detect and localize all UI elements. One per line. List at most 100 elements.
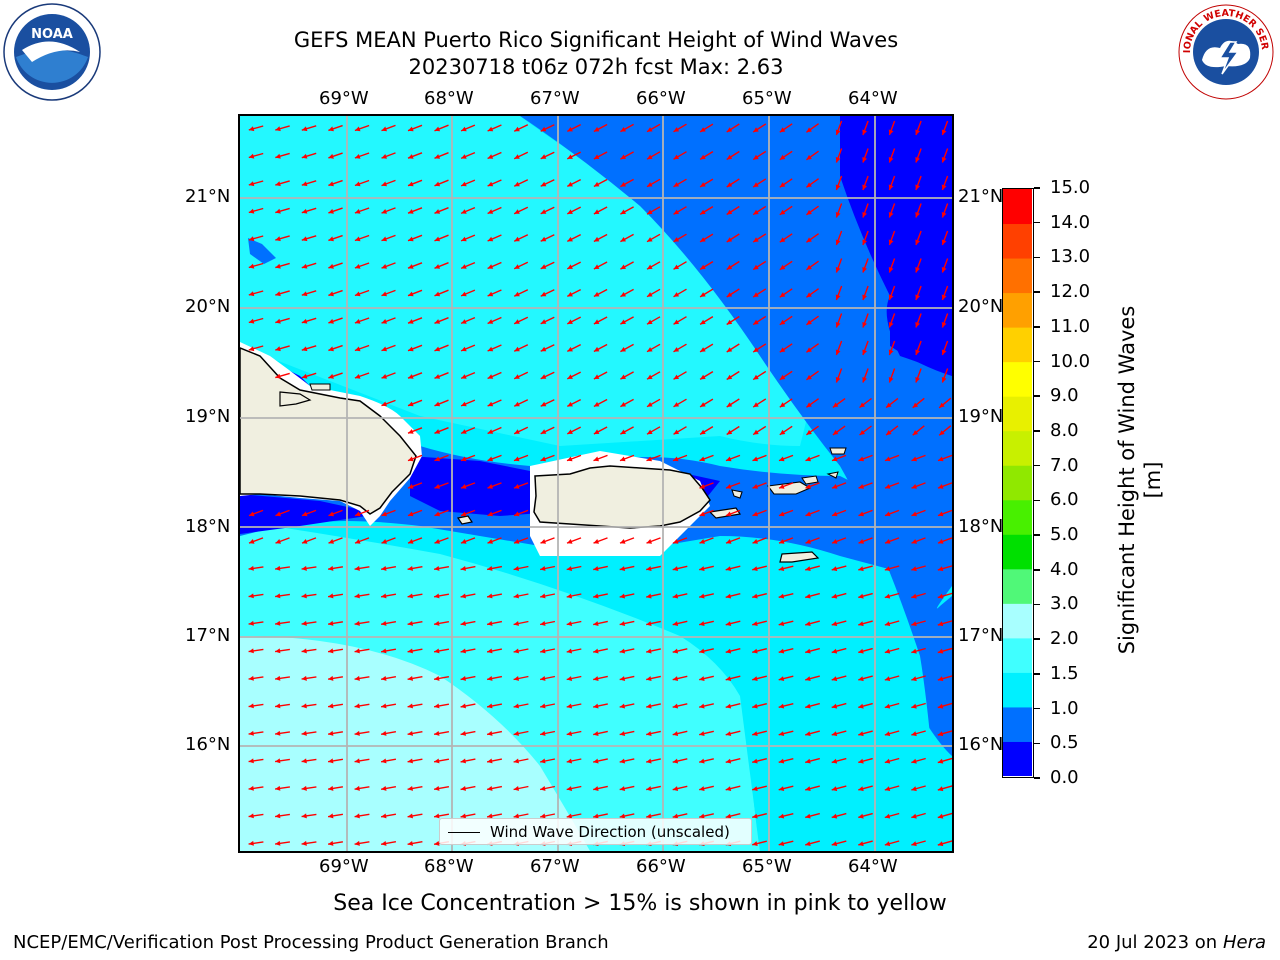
wave-direction-arrowhead	[888, 157, 894, 163]
wave-direction-arrowhead	[778, 676, 785, 681]
legend-line-swatch	[448, 832, 480, 834]
wave-direction-arrowhead	[460, 566, 466, 571]
colorbar-tick-mark	[1034, 673, 1040, 675]
wave-direction-arrowhead	[647, 292, 653, 297]
wave-direction-arrowhead	[937, 841, 944, 847]
wave-direction-arrowhead	[408, 511, 414, 517]
colorbar-tick-mark	[1034, 256, 1040, 259]
colorbar-segment	[1003, 499, 1032, 535]
wave-direction-arrowhead	[593, 539, 599, 544]
wave-direction-arrowhead	[779, 429, 786, 435]
wave-direction-arrowhead	[620, 264, 626, 270]
wave-direction-arrowhead	[937, 676, 944, 682]
wave-direction-arrowhead	[619, 731, 626, 736]
wave-direction-arrowhead	[805, 621, 811, 626]
colorbar-tick-mark	[1034, 360, 1040, 363]
wave-direction-arrowhead	[858, 648, 864, 654]
wave-direction-arrowhead	[381, 374, 387, 379]
wave-direction-arrowhead	[301, 565, 307, 571]
colorbar-segment	[1003, 258, 1032, 294]
wave-direction-arrowhead	[753, 237, 759, 243]
wave-direction-arrowhead	[328, 318, 334, 324]
wave-direction-arrowhead	[699, 758, 705, 764]
wave-direction-arrowhead	[884, 703, 891, 709]
wave-direction-arrowhead	[805, 566, 811, 571]
wave-direction-arrowhead	[699, 813, 705, 819]
wave-direction-arrowhead	[725, 621, 732, 626]
wave-direction-arrowhead	[593, 593, 599, 599]
land-tortola	[801, 475, 819, 485]
wave-direction-arrowhead	[619, 786, 626, 791]
wave-direction-arrowhead	[434, 429, 441, 434]
wave-direction-arrowhead	[805, 703, 811, 709]
chart-title: GEFS MEAN Puerto Rico Significant Height…	[293, 28, 899, 52]
wave-direction-arrowhead	[832, 402, 839, 408]
wave-direction-arrowhead	[646, 593, 652, 599]
colorbar-segment	[1003, 361, 1032, 397]
wave-direction-arrowhead	[567, 456, 573, 462]
wave-direction-arrowhead	[806, 154, 812, 160]
wave-direction-arrowhead	[248, 153, 255, 159]
wave-direction-arrowhead	[566, 648, 573, 654]
wave-direction-arrowhead	[354, 565, 360, 571]
wave-direction-arrowhead	[408, 181, 414, 187]
lon-label-top-64w: 64°W	[848, 88, 898, 109]
land-culebra	[731, 489, 743, 499]
wave-direction-arrowhead	[806, 127, 812, 133]
wave-direction-arrowhead	[619, 566, 626, 571]
wave-direction-arrowhead	[487, 291, 494, 297]
wave-direction-arrowhead	[831, 593, 838, 599]
noaa-logo-text: NOAA	[31, 27, 73, 42]
colorbar-tick-mark	[1034, 291, 1040, 293]
wave-direction-arrowhead	[806, 209, 812, 215]
wave-direction-arrowhead	[540, 731, 546, 736]
wave-direction-arrowhead	[725, 731, 732, 736]
wave-direction-arrowhead	[275, 813, 281, 819]
wave-direction-arrowhead	[752, 484, 758, 489]
wave-direction-arrowhead	[673, 292, 680, 297]
wave-direction-arrowhead	[328, 840, 334, 846]
wave-direction-arrowhead	[460, 731, 466, 736]
wave-direction-arrowhead	[700, 182, 706, 187]
wave-direction-arrowhead	[911, 648, 917, 654]
wave-direction-arrowhead	[835, 377, 841, 383]
wave-direction-arrowhead	[567, 291, 573, 297]
wave-direction-arrowhead	[831, 758, 838, 764]
wave-direction-arrowhead	[513, 703, 519, 709]
wave-direction-arrowhead	[672, 703, 679, 709]
map-panel	[238, 114, 954, 853]
wave-direction-arrowhead	[434, 813, 440, 819]
wave-direction-arrowhead	[805, 511, 811, 517]
wave-direction-arrowhead	[911, 841, 917, 847]
wave-direction-arrowhead	[514, 539, 520, 544]
wave-direction-arrowhead	[647, 127, 653, 132]
wave-direction-arrowhead	[381, 703, 387, 709]
wave-direction-arrowhead	[915, 157, 920, 163]
wave-direction-arrowhead	[858, 484, 864, 489]
wave-direction-arrowhead	[593, 566, 599, 571]
lat-label-left-20n: 20°N	[185, 296, 231, 317]
wave-direction-arrowhead	[753, 182, 759, 188]
wave-direction-arrowhead	[700, 237, 706, 242]
wave-direction-arrowhead	[567, 319, 573, 324]
wave-direction-arrowhead	[937, 813, 944, 819]
wave-direction-arrowhead	[620, 539, 626, 544]
wave-direction-arrowhead	[540, 786, 546, 791]
wave-direction-arrowhead	[647, 237, 653, 242]
wave-direction-arrowhead	[835, 157, 841, 163]
wave-direction-arrowhead	[673, 539, 679, 544]
wave-direction-arrowhead	[355, 539, 361, 544]
lat-label-left-16n: 16°N	[185, 734, 231, 755]
wave-direction-arrowhead	[888, 129, 894, 135]
wave-direction-arrowhead	[513, 593, 519, 599]
nws-logo: NATIONAL WEATHER SERVICE	[1176, 2, 1274, 100]
wave-direction-arrowhead	[752, 539, 758, 544]
wave-direction-arrowhead	[328, 593, 334, 599]
lat-label-right-16n: 16°N	[958, 734, 1004, 755]
wave-direction-arrowhead	[888, 212, 894, 218]
wave-direction-arrowhead	[434, 126, 441, 132]
wave-direction-arrowhead	[778, 786, 785, 791]
colorbar-tick-label: 8.0	[1050, 419, 1079, 441]
wave-direction-arrowhead	[328, 758, 334, 764]
wave-direction-arrowhead	[566, 813, 573, 819]
